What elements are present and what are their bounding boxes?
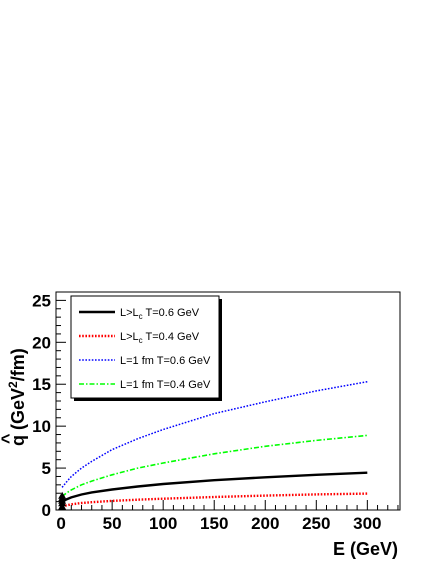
x-tick-label: 0 <box>56 514 65 533</box>
y-tick-label: 15 <box>32 375 51 394</box>
y-tick-label: 0 <box>42 501 51 520</box>
series-line-3 <box>61 380 368 488</box>
y-axis-title: q (GeV2/fm) ^ <box>0 348 28 446</box>
y-tick-label: 25 <box>32 291 51 310</box>
x-tick-label: 50 <box>103 514 122 533</box>
series-line-2 <box>61 492 368 508</box>
y-axis-title-sup: 2 <box>6 381 20 388</box>
legend-label-1: L>Lc T=0.6 GeV <box>120 307 200 321</box>
legend-label-2: L>Lc T=0.4 GeV <box>120 331 200 345</box>
x-axis-title: E (GeV) <box>333 539 398 559</box>
y-axis-title-q: q <box>8 435 28 446</box>
y-tick-label: 10 <box>32 417 51 436</box>
y-axis-title-unit: (GeV <box>8 388 28 435</box>
data-marker <box>58 491 67 499</box>
x-tick-label: 100 <box>149 514 177 533</box>
series-line-1 <box>61 471 368 503</box>
legend-label-3: L=1 fm T=0.6 GeV <box>120 355 211 367</box>
x-tick-label: 300 <box>353 514 381 533</box>
x-tick-label: 250 <box>302 514 330 533</box>
axes: 0 50 100 150 200 250 300 0 5 10 15 20 25 <box>32 291 399 533</box>
series-lines <box>61 380 368 508</box>
y-axis-title-close: /fm) <box>8 348 28 381</box>
x-tick-label: 200 <box>251 514 279 533</box>
y-tick-label: 20 <box>32 333 51 352</box>
legend: L>Lc T=0.6 GeV L>Lc T=0.4 GeV L=1 fm T=0.6… <box>70 295 222 401</box>
svg-text:q (GeV2/fm): q (GeV2/fm) <box>6 348 28 446</box>
y-tick-label: 5 <box>42 459 51 478</box>
legend-label-4: L=1 fm T=0.4 GeV <box>120 379 211 391</box>
series-line-4 <box>61 434 368 498</box>
x-tick-label: 150 <box>200 514 228 533</box>
y-axis-title-hat: ^ <box>0 433 18 444</box>
